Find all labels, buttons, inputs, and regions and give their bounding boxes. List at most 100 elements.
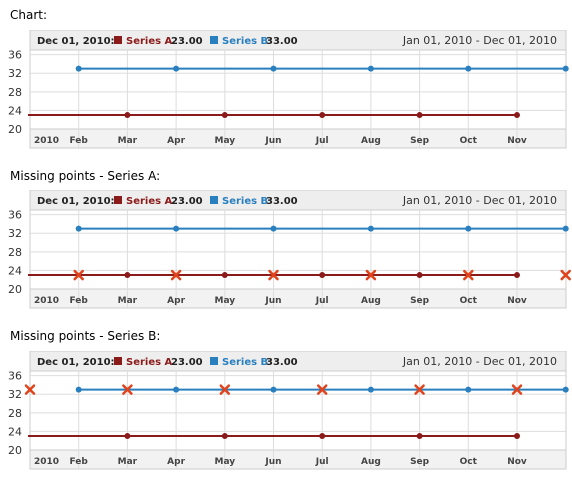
missing-marker-stroke	[170, 269, 182, 281]
data-point-series-a	[514, 112, 520, 119]
chart[interactable]: Dec 01, 2010: Series A 23.00 Series B 33.00 J…	[0, 190, 572, 310]
x-tick-label: Sep	[410, 296, 430, 306]
missing-marker-stroke	[24, 384, 36, 395]
data-point-series-b	[173, 65, 180, 72]
data-point-series-b	[562, 65, 569, 72]
data-point-series-b	[367, 65, 374, 72]
chart-svg: Dec 01, 2010: Series A23.00 Series B33.00 J…	[8, 30, 569, 149]
missing-point-marker-series-b	[24, 384, 36, 395]
missing-point-marker-series-a	[365, 269, 377, 281]
missing-marker-stroke	[463, 269, 474, 281]
missing-point-marker-series-a	[73, 269, 84, 281]
missing-point-marker-series-b	[511, 384, 523, 395]
x-tick-label: Jun	[264, 136, 281, 146]
missing-point-marker-series-b	[122, 384, 133, 395]
missing-point-marker-series-a	[463, 269, 474, 281]
legend-label-series-b: Series B	[222, 357, 268, 368]
data-point-series-b	[367, 225, 374, 232]
legend-value-series-a: 23.00	[171, 196, 203, 207]
missing-marker-stroke	[560, 269, 571, 281]
legend-value-series-a: 23.00	[171, 357, 203, 368]
legend-value-series-b: 33.00	[266, 357, 298, 368]
y-tick-label: 24	[8, 425, 22, 438]
data-point-series-a	[319, 433, 326, 440]
data-point-series-b	[75, 65, 82, 72]
legend-label-series-a: Series A	[126, 196, 173, 207]
legend-value-series-b: 33.00	[266, 196, 298, 207]
y-tick-label: 32	[8, 388, 22, 401]
data-point-series-b	[270, 65, 277, 72]
plot-area	[29, 49, 567, 130]
data-point-series-a	[416, 112, 423, 119]
chart-svg: Dec 01, 2010: Series A23.00 Series B33.00 J…	[8, 351, 569, 470]
missing-point-marker-series-b	[219, 384, 231, 395]
legend-label-series-b: Series B	[222, 36, 268, 47]
x-tick-label: Apr	[167, 136, 185, 146]
legend-date: Dec 01, 2010:	[37, 36, 115, 47]
y-tick-label: 20	[8, 283, 22, 296]
legend-swatch-series-b	[210, 196, 218, 204]
data-point-series-a	[221, 112, 228, 119]
legend-swatch-series-a	[114, 196, 122, 204]
data-point-series-a	[319, 272, 326, 279]
data-point-series-b	[367, 386, 374, 393]
y-tick-label: 32	[8, 67, 22, 80]
x-tick-label: Sep	[410, 457, 430, 467]
x-tick-label: Apr	[167, 457, 185, 467]
x-axis-band	[29, 449, 567, 470]
x-tick-label: Aug	[361, 457, 381, 467]
missing-marker-stroke	[219, 384, 231, 395]
x-tick-label: Apr	[167, 296, 185, 306]
y-tick-label: 20	[8, 444, 22, 457]
missing-point-marker-series-b	[316, 384, 328, 395]
legend-value-series-a: 23.00	[171, 36, 203, 47]
missing-marker-stroke	[73, 269, 84, 281]
data-point-series-b	[465, 386, 472, 393]
legend-swatch-series-a	[114, 36, 122, 44]
missing-marker-stroke	[268, 269, 279, 281]
x-tick-label: Mar	[118, 457, 138, 467]
data-point-series-b	[270, 225, 277, 232]
data-point-series-a	[221, 272, 228, 279]
x-tick-label: 2010	[34, 457, 59, 467]
y-tick-label: 36	[8, 209, 22, 222]
x-tick-label: May	[214, 296, 235, 306]
data-point-series-b	[465, 65, 472, 72]
x-axis-band	[29, 128, 567, 149]
x-axis-band	[29, 288, 567, 309]
legend-date: Dec 01, 2010:	[37, 357, 115, 368]
legend-value-series-b: 33.00	[266, 36, 298, 47]
y-tick-label: 28	[8, 407, 22, 420]
legend-swatch-series-b	[210, 357, 218, 365]
x-tick-label: Jul	[315, 457, 329, 467]
chart-title: Chart:	[10, 8, 48, 22]
x-tick-label: Oct	[460, 136, 478, 146]
data-point-series-b	[270, 386, 277, 393]
x-tick-label: Oct	[460, 296, 478, 306]
data-point-series-a	[124, 272, 131, 279]
data-point-series-b	[75, 225, 82, 232]
x-tick-label: Jul	[315, 296, 329, 306]
x-tick-label: Jul	[315, 136, 329, 146]
data-point-series-a	[221, 433, 228, 440]
x-tick-label: Jun	[264, 296, 281, 306]
x-tick-label: Sep	[410, 136, 430, 146]
date-range-label: Jan 01, 2010 - Dec 01, 2010	[402, 34, 557, 47]
date-range-label: Jan 01, 2010 - Dec 01, 2010	[402, 355, 557, 368]
legend-label-series-b: Series B	[222, 196, 268, 207]
x-tick-label: Nov	[507, 296, 527, 306]
chart[interactable]: Dec 01, 2010: Series A 23.00 Series B 33.00 J…	[0, 351, 572, 471]
data-point-series-a	[416, 433, 423, 440]
data-point-series-a	[514, 272, 520, 279]
data-point-series-a	[319, 112, 326, 119]
legend-date: Dec 01, 2010:	[37, 196, 115, 207]
chart[interactable]: Dec 01, 2010: Series A 23.00 Series B 33.00 J…	[0, 30, 572, 150]
x-tick-label: May	[214, 136, 235, 146]
x-tick-label: Aug	[361, 136, 381, 146]
chart-title: Missing points - Series A:	[10, 169, 161, 183]
x-tick-label: Oct	[460, 457, 478, 467]
y-tick-label: 32	[8, 227, 22, 240]
legend-swatch-series-a	[114, 357, 122, 365]
missing-marker-stroke	[511, 384, 523, 395]
plot-area	[29, 370, 567, 451]
